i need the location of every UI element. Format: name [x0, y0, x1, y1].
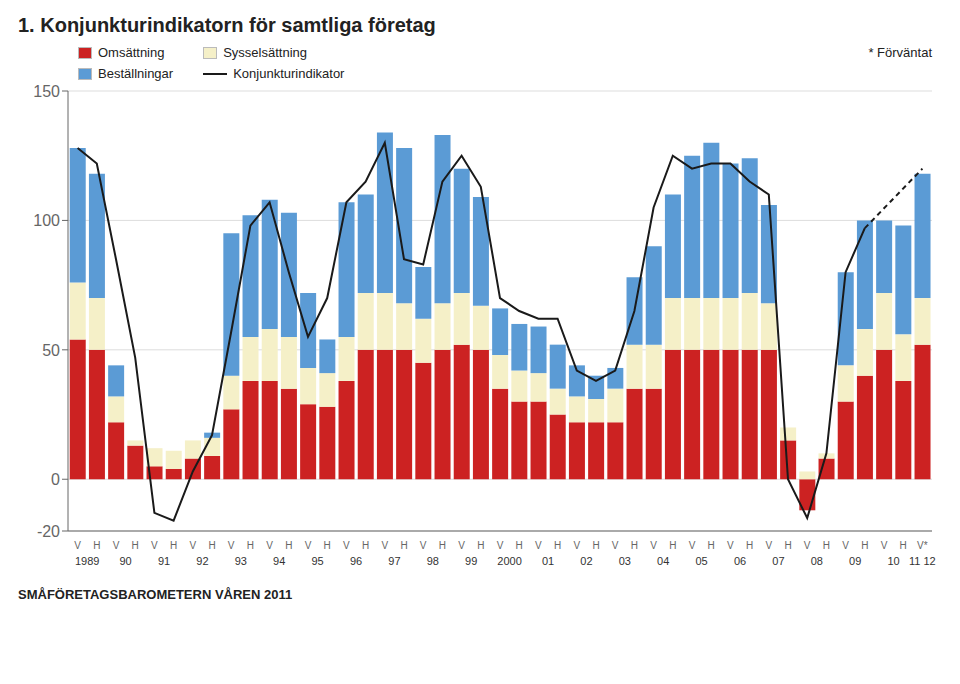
svg-text:V: V — [765, 540, 772, 551]
svg-text:H: H — [746, 540, 753, 551]
svg-text:V: V — [650, 540, 657, 551]
svg-text:03: 03 — [619, 555, 631, 567]
svg-text:V: V — [573, 540, 580, 551]
svg-text:H: H — [400, 540, 407, 551]
svg-text:99: 99 — [465, 555, 477, 567]
svg-text:V: V — [535, 540, 542, 551]
svg-text:93: 93 — [235, 555, 247, 567]
svg-text:07: 07 — [772, 555, 784, 567]
svg-text:92: 92 — [196, 555, 208, 567]
svg-text:H: H — [285, 540, 292, 551]
svg-text:V: V — [74, 540, 81, 551]
svg-text:06: 06 — [734, 555, 746, 567]
svg-text:V: V — [266, 540, 273, 551]
svg-text:V: V — [113, 540, 120, 551]
svg-text:50: 50 — [42, 342, 60, 359]
svg-text:H: H — [170, 540, 177, 551]
svg-text:10: 10 — [887, 555, 899, 567]
html-text:* Förväntat: * Förväntat — [868, 45, 932, 60]
svg-text:H: H — [784, 540, 791, 551]
svg-text:V*: V* — [917, 540, 928, 551]
html-text:1. Konjunkturindikatorn för sa: 1. Konjunkturindikatorn för samtliga för… — [18, 14, 436, 36]
svg-text:95: 95 — [311, 555, 323, 567]
svg-text:H: H — [477, 540, 484, 551]
svg-text:V: V — [343, 540, 350, 551]
svg-text:05: 05 — [695, 555, 707, 567]
svg-text:04: 04 — [657, 555, 669, 567]
svg-text:2000: 2000 — [497, 555, 521, 567]
svg-text:94: 94 — [273, 555, 285, 567]
svg-text:V: V — [228, 540, 235, 551]
html-text:Beställningar: Beställningar — [98, 66, 174, 81]
svg-text:H: H — [516, 540, 523, 551]
svg-text:100: 100 — [33, 212, 60, 229]
svg-text:98: 98 — [427, 555, 439, 567]
svg-text:H: H — [132, 540, 139, 551]
svg-text:H: H — [708, 540, 715, 551]
html-text:Konjunkturindikator: Konjunkturindikator — [233, 66, 345, 81]
svg-text:H: H — [247, 540, 254, 551]
svg-text:08: 08 — [811, 555, 823, 567]
svg-text:V: V — [497, 540, 504, 551]
svg-text:V: V — [881, 540, 888, 551]
svg-text:H: H — [208, 540, 215, 551]
svg-text:0: 0 — [51, 471, 60, 488]
svg-text:H: H — [592, 540, 599, 551]
svg-text:H: H — [823, 540, 830, 551]
svg-text:91: 91 — [158, 555, 170, 567]
svg-text:H: H — [93, 540, 100, 551]
svg-text:V: V — [689, 540, 696, 551]
svg-text:H: H — [362, 540, 369, 551]
svg-text:V: V — [305, 540, 312, 551]
svg-text:H: H — [900, 540, 907, 551]
svg-text:V: V — [727, 540, 734, 551]
svg-text:H: H — [554, 540, 561, 551]
svg-text:1989: 1989 — [75, 555, 99, 567]
svg-text:90: 90 — [119, 555, 131, 567]
svg-text:11 12: 11 12 — [909, 555, 936, 567]
html-text:Sysselsättning: Sysselsättning — [223, 45, 307, 60]
svg-text:V: V — [189, 540, 196, 551]
html-text:SMÅFÖRETAGSBAROMETERN VÅREN 20: SMÅFÖRETAGSBAROMETERN VÅREN 2011 — [18, 587, 293, 602]
svg-text:09: 09 — [849, 555, 861, 567]
svg-text:V: V — [458, 540, 465, 551]
svg-text:H: H — [861, 540, 868, 551]
svg-text:V: V — [151, 540, 158, 551]
svg-text:V: V — [420, 540, 427, 551]
svg-text:-20: -20 — [37, 523, 60, 540]
svg-text:H: H — [439, 540, 446, 551]
svg-text:96: 96 — [350, 555, 362, 567]
svg-text:V: V — [804, 540, 811, 551]
svg-text:H: H — [631, 540, 638, 551]
html-text:Omsättning: Omsättning — [98, 45, 165, 60]
svg-text:H: H — [324, 540, 331, 551]
svg-text:V: V — [381, 540, 388, 551]
svg-text:02: 02 — [580, 555, 592, 567]
svg-text:V: V — [612, 540, 619, 551]
svg-text:01: 01 — [542, 555, 554, 567]
svg-text:H: H — [669, 540, 676, 551]
svg-text:150: 150 — [33, 83, 60, 100]
svg-text:V: V — [842, 540, 849, 551]
svg-text:97: 97 — [388, 555, 400, 567]
